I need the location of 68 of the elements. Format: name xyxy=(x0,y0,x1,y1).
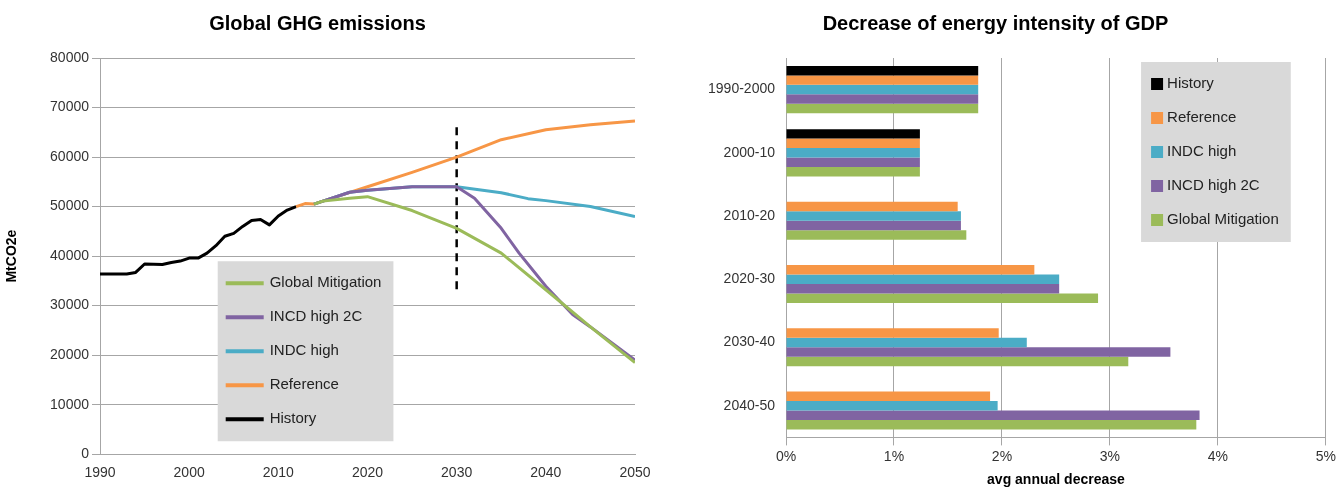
x-tick-label: 1% xyxy=(883,447,905,464)
bar xyxy=(786,138,920,149)
bar xyxy=(786,410,1200,421)
bar xyxy=(786,337,1027,348)
y-axis-title: MtCO2e xyxy=(3,229,20,283)
legend-label: INDC high xyxy=(269,341,339,359)
bar xyxy=(786,274,1060,285)
bar xyxy=(786,230,967,240)
x-tick-label: 0% xyxy=(775,447,797,464)
bar xyxy=(786,265,1035,275)
bar xyxy=(786,211,961,221)
bar xyxy=(786,157,920,168)
x-tick-label: 4% xyxy=(1207,447,1229,464)
bar xyxy=(786,328,999,338)
y-tick-label: 2010-20 xyxy=(723,206,776,223)
y-tick-label: 40000 xyxy=(50,246,90,263)
bar xyxy=(786,75,979,85)
x-tick-label: 2050 xyxy=(619,464,651,481)
y-tick-label: 1990-2000 xyxy=(708,80,776,97)
chart-title: Decrease of energy intensity of GDP xyxy=(822,11,1169,34)
bar xyxy=(786,103,979,114)
bar xyxy=(786,347,1171,357)
y-tick-label: 2040-50 xyxy=(723,396,776,413)
y-tick-label: 10000 xyxy=(50,395,90,412)
x-tick-label: 2000 xyxy=(173,464,205,481)
legend-label: Global Mitigation xyxy=(269,273,382,291)
legend-label: INDC high xyxy=(1167,142,1237,160)
bar xyxy=(786,148,920,158)
bar xyxy=(786,356,1129,367)
bar xyxy=(786,391,991,402)
bar xyxy=(786,293,1099,304)
legend-label: Global Mitigation xyxy=(1167,210,1279,228)
chart-title: Global GHG emissions xyxy=(209,11,426,34)
bar xyxy=(786,84,979,95)
x-tick-label: 2% xyxy=(991,447,1013,464)
legend-label: INCD high 2C xyxy=(1167,176,1260,194)
x-tick-label: 2010 xyxy=(262,464,295,481)
y-tick-label: 2000-10 xyxy=(723,143,776,160)
y-tick-label: 80000 xyxy=(50,48,90,65)
legend-label: INCD high 2C xyxy=(269,307,363,325)
x-tick-label: 3% xyxy=(1099,447,1121,464)
y-tick-label: 30000 xyxy=(50,296,90,313)
bar xyxy=(786,401,998,411)
bar xyxy=(786,420,1197,430)
bar xyxy=(786,129,920,139)
x-tick-label: 2030 xyxy=(441,464,473,481)
legend-label: History xyxy=(269,409,317,427)
legend-label: Reference xyxy=(1167,108,1237,126)
bar xyxy=(786,65,979,76)
y-tick-label: 70000 xyxy=(50,98,90,115)
y-tick-label: 50000 xyxy=(50,197,90,214)
legend-label: Reference xyxy=(269,375,339,393)
legend-label: History xyxy=(1167,74,1215,92)
y-tick-label: 20000 xyxy=(50,346,90,363)
bar xyxy=(786,94,979,104)
x-tick-label: 5% xyxy=(1315,447,1336,464)
y-tick-label: 0 xyxy=(81,445,90,462)
bar xyxy=(786,167,920,177)
y-tick-label: 2030-40 xyxy=(723,333,776,350)
x-tick-label: 1990 xyxy=(84,464,116,481)
y-tick-label: 60000 xyxy=(50,147,90,164)
bar xyxy=(786,284,1060,294)
bar xyxy=(786,220,961,231)
x-tick-label: 2040 xyxy=(530,464,562,481)
y-tick-label: 2020-30 xyxy=(723,270,776,287)
x-axis-title: avg annual decrease xyxy=(987,471,1126,488)
bar xyxy=(786,201,958,212)
x-tick-label: 2020 xyxy=(351,464,384,481)
